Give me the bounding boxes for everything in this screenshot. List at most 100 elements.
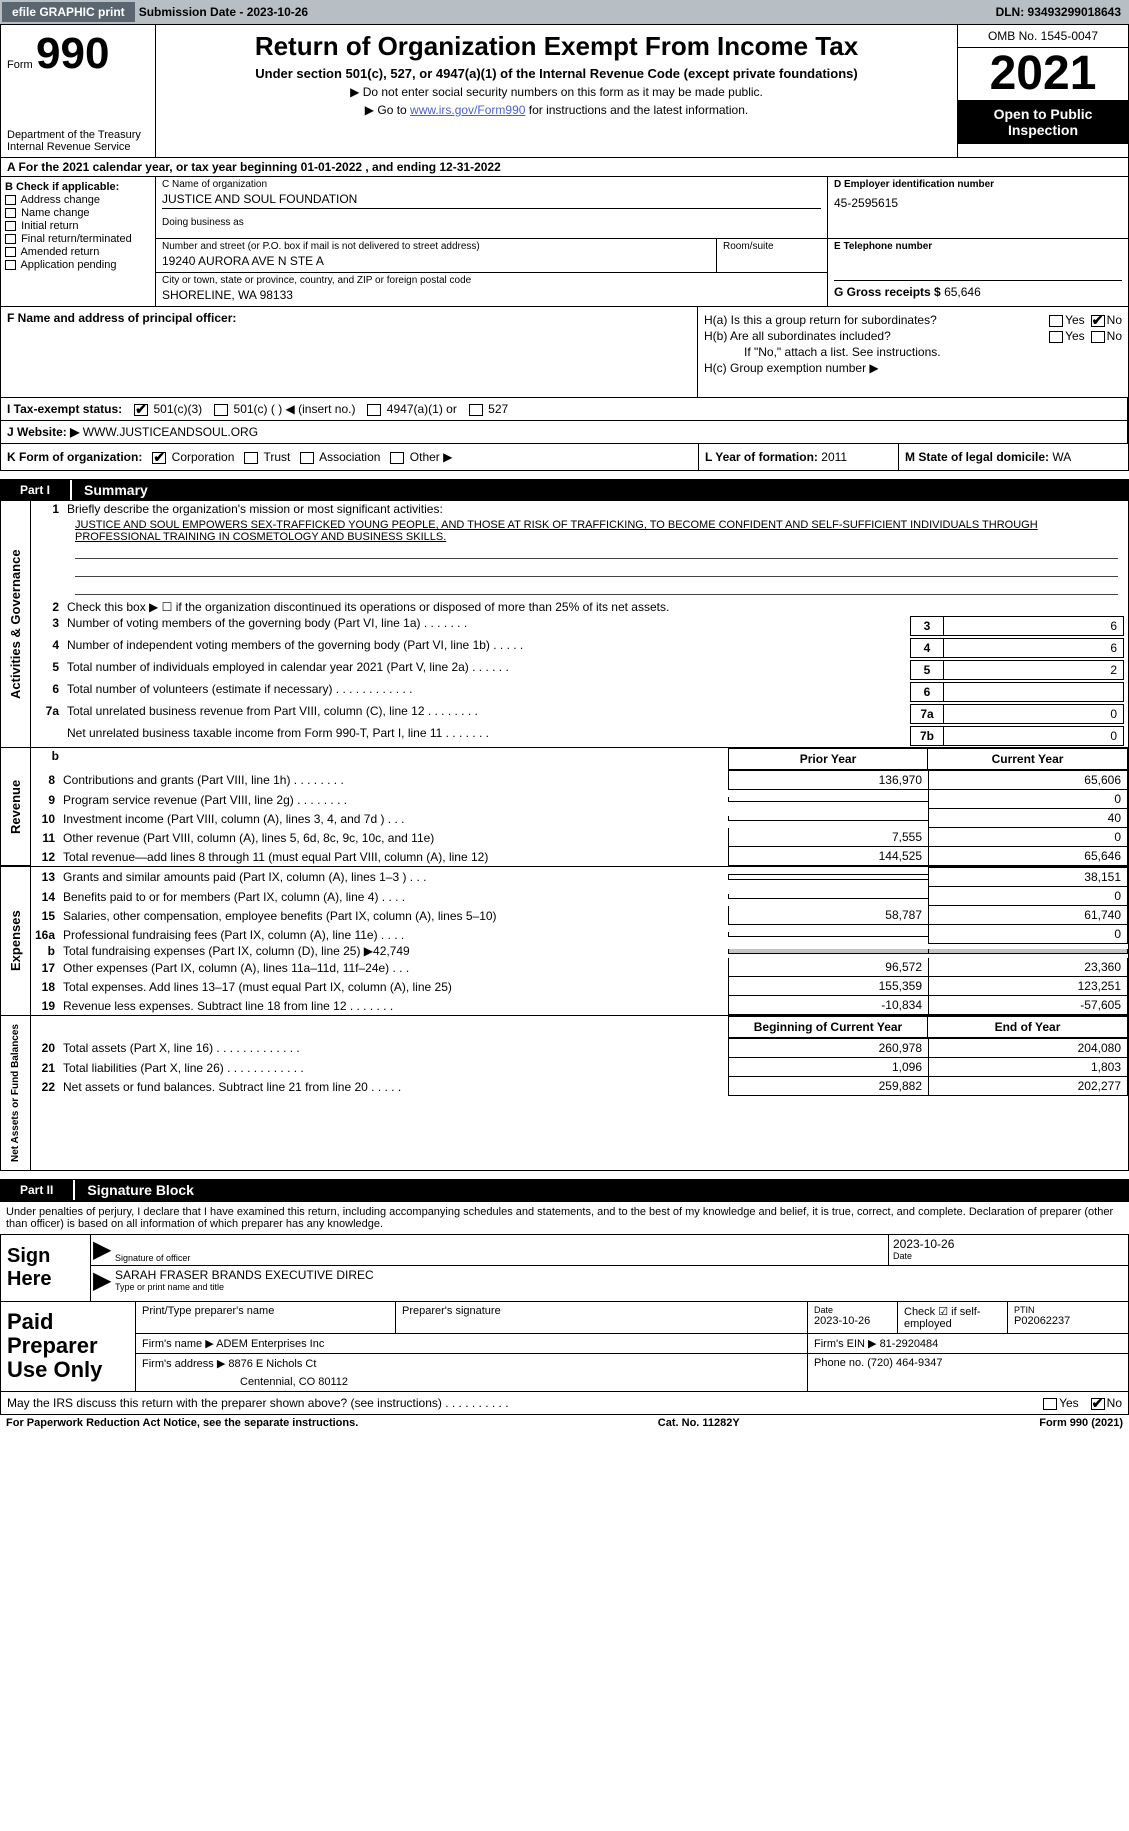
line2-text: Check this box ▶ ☐ if the organization d…: [67, 600, 1124, 614]
cb-name-change[interactable]: Name change: [5, 207, 151, 219]
prep-print-name-label: Print/Type preparer's name: [136, 1302, 396, 1333]
mission-text: JUSTICE AND SOUL EMPOWERS SEX-TRAFFICKED…: [31, 517, 1128, 545]
ein-value: 45-2595615: [834, 190, 1122, 216]
website-label: J Website: ▶: [7, 425, 79, 439]
part1-num: Part I: [0, 480, 72, 500]
state-domicile-label: M State of legal domicile:: [905, 450, 1049, 464]
discuss-yes[interactable]: Yes: [1043, 1396, 1079, 1410]
form-header: Form 990 Department of the Treasury Inte…: [0, 24, 1129, 158]
col-b-label: B Check if applicable:: [5, 181, 151, 193]
hb-label: H(b) Are all subordinates included?: [704, 329, 1049, 343]
head-current-year: Current Year: [928, 748, 1128, 770]
prep-self-employed[interactable]: Check ☑ if self-employed: [898, 1302, 1008, 1333]
korg-other[interactable]: Other ▶: [390, 450, 452, 464]
sign-here-label: Sign Here: [1, 1235, 91, 1301]
sig-arrow-1: ▶: [91, 1235, 111, 1265]
paid-preparer-block: Paid Preparer Use Only Print/Type prepar…: [0, 1302, 1129, 1392]
hb-note: If "No," attach a list. See instructions…: [704, 345, 1122, 359]
mission-blank-2: [75, 563, 1118, 577]
prep-date-label: Date: [814, 1305, 891, 1315]
opt-527[interactable]: 527: [469, 402, 508, 416]
row-11: 11Other revenue (Part VIII, column (A), …: [31, 828, 1128, 847]
cb-app-pending[interactable]: Application pending: [5, 259, 151, 271]
korg-trust[interactable]: Trust: [244, 450, 290, 464]
part1-header: Part I Summary: [0, 479, 1129, 501]
efile-print-button[interactable]: efile GRAPHIC print: [2, 2, 135, 22]
tax-exempt-row: I Tax-exempt status: 501(c)(3) 501(c) ( …: [0, 398, 1129, 421]
section-fh: F Name and address of principal officer:…: [0, 307, 1129, 398]
footer: For Paperwork Reduction Act Notice, see …: [0, 1415, 1129, 1431]
street-label: Number and street (or P.O. box if mail i…: [162, 241, 710, 252]
row-16a: 16aProfessional fundraising fees (Part I…: [31, 925, 1128, 944]
row-13: 13Grants and similar amounts paid (Part …: [31, 867, 1128, 887]
ptin-label: PTIN: [1014, 1305, 1122, 1315]
header-left: Form 990 Department of the Treasury Inte…: [1, 25, 156, 157]
header-center: Return of Organization Exempt From Incom…: [156, 25, 958, 157]
korg-assoc[interactable]: Association: [300, 450, 380, 464]
korg-corp[interactable]: Corporation: [152, 450, 234, 464]
instruct-post: for instructions and the latest informat…: [525, 103, 748, 117]
year-formation-label: L Year of formation:: [705, 450, 818, 464]
instruct-ssn: ▶ Do not enter social security numbers o…: [162, 85, 951, 99]
officer-label: F Name and address of principal officer:: [7, 311, 236, 325]
opt-4947[interactable]: 4947(a)(1) or: [367, 402, 456, 416]
form-prefix: Form: [7, 59, 33, 71]
state-domicile-value: WA: [1052, 450, 1071, 464]
hb-no[interactable]: No: [1091, 329, 1122, 343]
dln-label: DLN: 93493299018643: [996, 5, 1127, 19]
prep-phone-value: (720) 464-9347: [867, 1357, 942, 1369]
street-value: 19240 AURORA AVE N STE A: [162, 252, 710, 270]
col-h-group: H(a) Is this a group return for subordin…: [698, 307, 1128, 397]
gross-receipts-label: G Gross receipts $: [834, 285, 941, 299]
col-c-org: C Name of organization JUSTICE AND SOUL …: [156, 177, 1128, 306]
prep-sig-label: Preparer's signature: [396, 1302, 808, 1333]
paid-preparer-label: Paid Preparer Use Only: [1, 1302, 136, 1391]
row-12: 12Total revenue—add lines 8 through 11 (…: [31, 847, 1128, 866]
discuss-no[interactable]: No: [1091, 1396, 1122, 1410]
row-8: 8Contributions and grants (Part VIII, li…: [31, 770, 1128, 790]
mission-blank-3: [75, 581, 1118, 595]
city-value: SHORELINE, WA 98133: [162, 286, 821, 304]
ha-yes[interactable]: Yes: [1049, 313, 1085, 327]
korg-label: K Form of organization:: [7, 450, 142, 464]
summary-line-7a: 7aTotal unrelated business revenue from …: [31, 703, 1128, 725]
summary-line-7b: Net unrelated business taxable income fr…: [31, 725, 1128, 747]
sig-officer-label: Signature of officer: [115, 1253, 884, 1263]
head-end: End of Year: [928, 1016, 1128, 1038]
hb-yes[interactable]: Yes: [1049, 329, 1085, 343]
phone-label: E Telephone number: [834, 241, 1122, 252]
summary-line-4: 4Number of independent voting members of…: [31, 637, 1128, 659]
irs-link[interactable]: www.irs.gov/Form990: [410, 103, 525, 117]
omb-number: OMB No. 1545-0047: [958, 25, 1128, 48]
cb-amended[interactable]: Amended return: [5, 246, 151, 258]
ha-no[interactable]: No: [1091, 313, 1122, 327]
ha-label: H(a) Is this a group return for subordin…: [704, 313, 1049, 327]
footer-cat: Cat. No. 11282Y: [358, 1417, 1039, 1429]
period-row: A For the 2021 calendar year, or tax yea…: [0, 158, 1129, 177]
row-20: 20Total assets (Part X, line 16) . . . .…: [31, 1038, 1128, 1058]
form-number: 990: [36, 29, 109, 78]
ein-label: D Employer identification number: [834, 179, 1122, 190]
firm-name-label: Firm's name ▶: [142, 1338, 214, 1350]
revenue-section: Revenue b Prior Year Current Year 8Contr…: [0, 748, 1129, 867]
row-b: bTotal fundraising expenses (Part IX, co…: [31, 944, 1128, 958]
korg-row: K Form of organization: Corporation Trus…: [0, 444, 1129, 471]
form-subtitle: Under section 501(c), 527, or 4947(a)(1)…: [162, 66, 951, 81]
prep-date-value: 2023-10-26: [814, 1315, 891, 1327]
row-17: 17Other expenses (Part IX, column (A), l…: [31, 958, 1128, 977]
website-row: J Website: ▶ WWW.JUSTICEANDSOUL.ORG: [0, 421, 1129, 444]
instruct-link: ▶ Go to www.irs.gov/Form990 for instruct…: [162, 103, 951, 117]
prep-phone-label: Phone no.: [814, 1357, 864, 1369]
line1-label: Briefly describe the organization's miss…: [67, 502, 1124, 516]
cb-address-change[interactable]: Address change: [5, 194, 151, 206]
expenses-section: Expenses 13Grants and similar amounts pa…: [0, 867, 1129, 1016]
cb-initial-return[interactable]: Initial return: [5, 220, 151, 232]
tax-year: 2021: [958, 48, 1128, 100]
cb-final-return[interactable]: Final return/terminated: [5, 233, 151, 245]
opt-501c3[interactable]: 501(c)(3): [134, 402, 202, 416]
opt-501c[interactable]: 501(c) ( ) ◀ (insert no.): [214, 402, 355, 416]
footer-left: For Paperwork Reduction Act Notice, see …: [6, 1417, 358, 1429]
activities-governance-section: Activities & Governance 1Briefly describ…: [0, 501, 1129, 748]
summary-line-5: 5Total number of individuals employed in…: [31, 659, 1128, 681]
sig-arrow-2: ▶: [91, 1266, 111, 1295]
